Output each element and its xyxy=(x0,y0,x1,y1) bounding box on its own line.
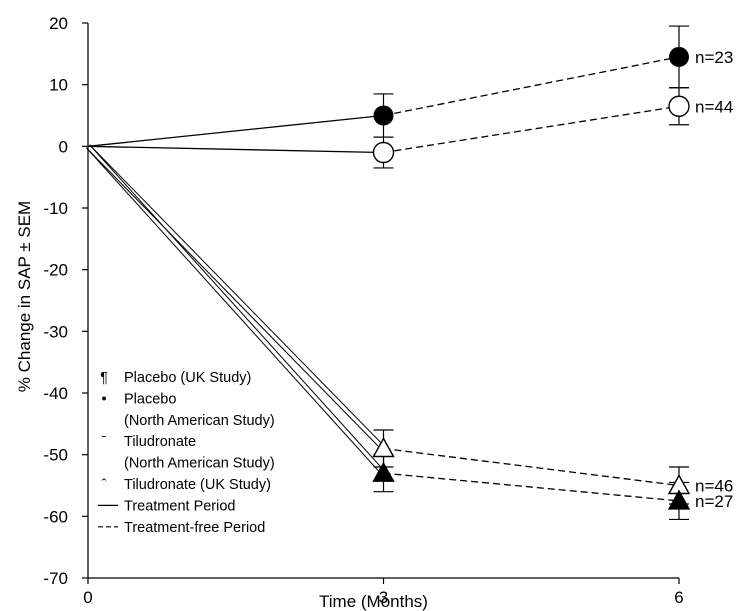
treatment-line-tiludronate-uk xyxy=(89,144,386,473)
point-tiludronate-uk xyxy=(667,489,691,510)
point-placebo-na xyxy=(372,141,395,164)
axes: 20 10 0 -10 -20 -30 -40 -50 -60 -70 0 3 6 Time (Month… xyxy=(15,14,684,611)
legend-symbol: ˉ xyxy=(102,434,107,450)
legend-label: (North American Study) xyxy=(124,413,275,429)
y-tick-label: -60 xyxy=(43,507,68,526)
x-tick-label: 6 xyxy=(674,588,683,607)
point-placebo-uk xyxy=(669,46,689,67)
y-tick-label: 20 xyxy=(49,14,68,33)
markers xyxy=(372,46,691,510)
treatment-free-line-placebo-na xyxy=(383,105,680,154)
legend-label: Tiludronate xyxy=(124,434,196,450)
x-tick-label: 0 xyxy=(83,588,92,607)
treatment-line-placebo-uk xyxy=(87,114,384,147)
y-tick-label: -50 xyxy=(43,446,68,465)
point-placebo-na xyxy=(668,95,690,117)
y-tick-label: -70 xyxy=(43,569,68,588)
error-bars xyxy=(373,25,689,521)
treatment-free-line-placebo-uk xyxy=(383,56,680,117)
n-label-tiludronate-uk: n=27 xyxy=(695,492,733,511)
treatment-line-tiludronate-uk xyxy=(85,147,383,475)
n-label-placebo-uk: n=23 xyxy=(695,48,733,67)
x-axis-title: Time (Months) xyxy=(319,592,428,611)
point-tiludronate-uk xyxy=(372,461,395,482)
legend-label: (North American Study) xyxy=(124,456,275,472)
y-tick-label: 10 xyxy=(49,76,68,95)
treatment-line-placebo-na xyxy=(87,145,384,154)
n-label-tiludronate-na: n=46 xyxy=(695,477,733,496)
treatment-line-tiludronate-na xyxy=(86,147,383,451)
n-labels: n=23 n=44 n=46n=27 xyxy=(695,48,733,511)
legend: ¶ Placebo (UK Study) • Placebo (North Americ… xyxy=(98,370,275,536)
x-tick-label: 3 xyxy=(379,588,388,607)
n-label-placebo-na: n=44 xyxy=(695,97,733,116)
legend-symbol: ¶ xyxy=(100,370,108,386)
treatment-line-tiludronate-na xyxy=(89,144,386,448)
legend-label: Treatment-free Period xyxy=(124,520,265,536)
legend-label: Tiludronate (UK Study) xyxy=(124,477,271,493)
legend-symbol: ˆ xyxy=(102,477,107,493)
legend-label: Treatment Period xyxy=(124,498,235,514)
legend-symbol: • xyxy=(101,391,106,407)
point-placebo-uk xyxy=(373,105,394,126)
y-tick-label: -20 xyxy=(43,261,68,280)
series-lines xyxy=(85,56,680,502)
y-axis-title: % Change in SAP ± SEM xyxy=(15,201,34,392)
treatment-free-line-tiludronate-na xyxy=(383,447,680,487)
y-tick-label: -10 xyxy=(43,199,68,218)
legend-label: Placebo xyxy=(124,391,176,407)
treatment-free-line-tiludronate-uk xyxy=(383,472,680,502)
y-tick-label: -40 xyxy=(43,384,68,403)
legend-label: Placebo (UK Study) xyxy=(124,370,251,386)
point-tiludronate-na xyxy=(372,437,395,458)
y-tick-label: -30 xyxy=(43,322,68,341)
y-tick-label: 0 xyxy=(59,137,68,156)
